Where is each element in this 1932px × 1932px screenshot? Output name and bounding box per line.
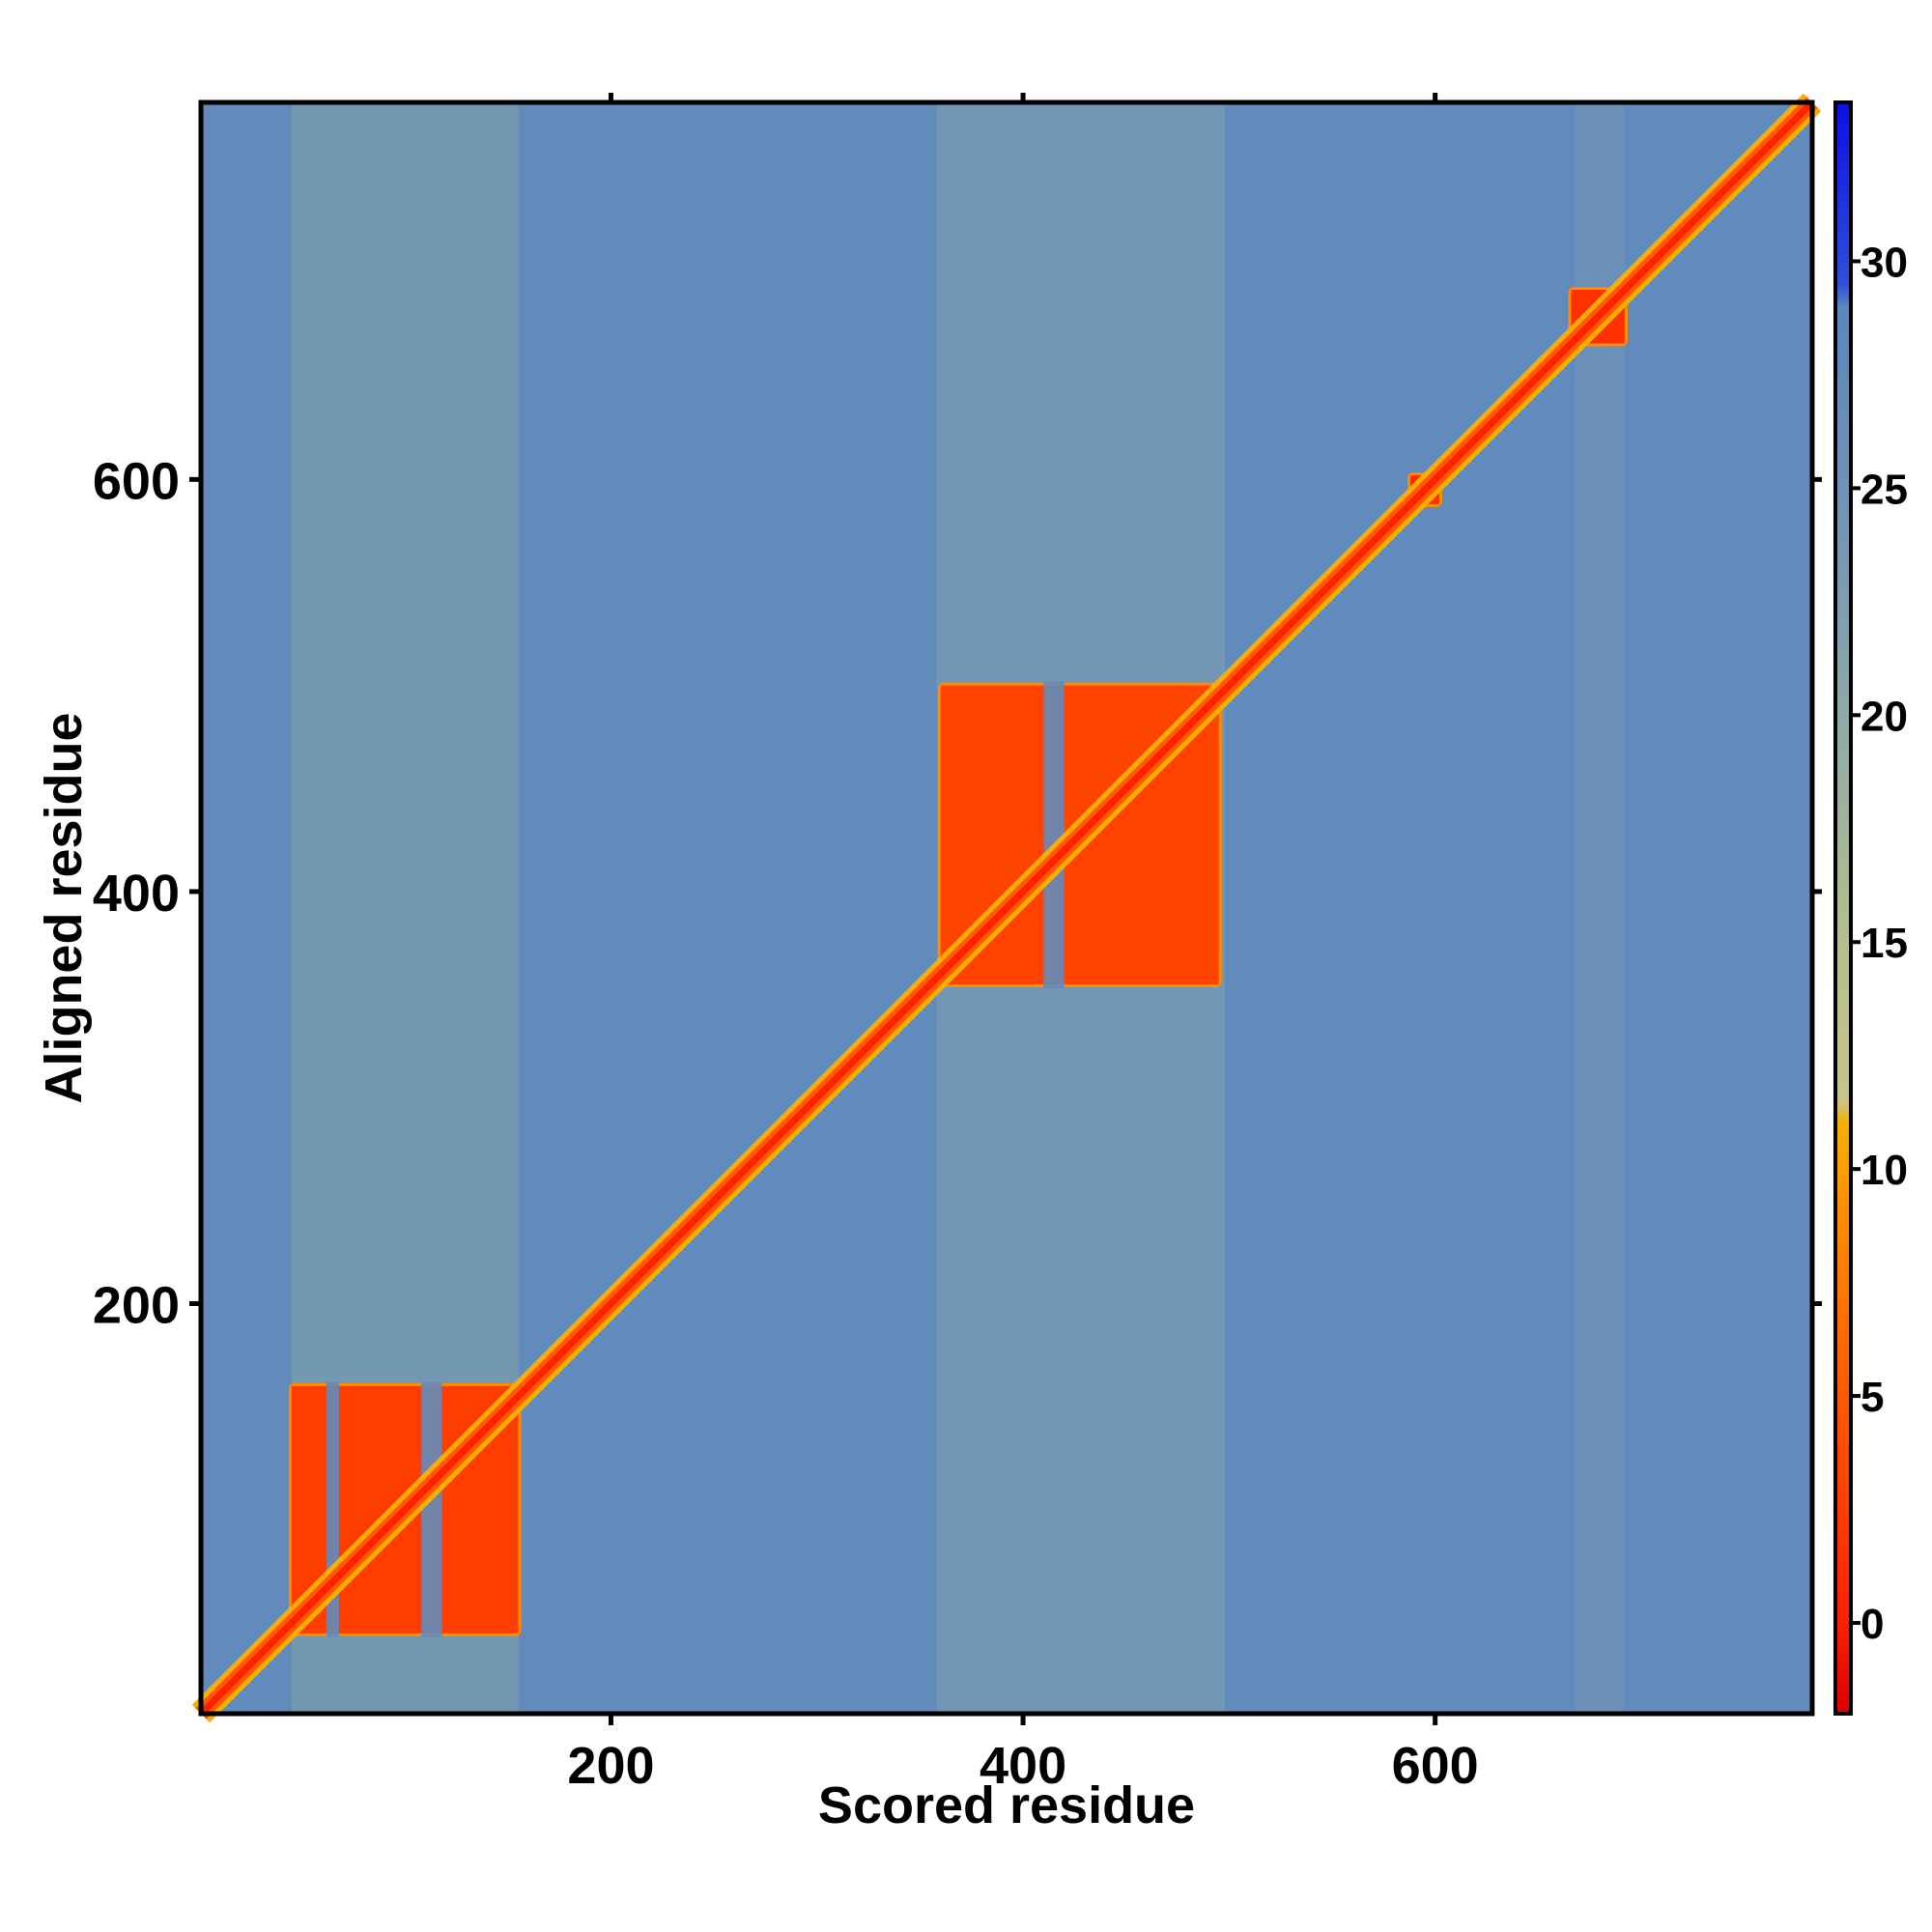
y-axis-title: Aligned residue — [35, 712, 93, 1103]
colorbar-fill — [1835, 102, 1851, 1714]
x-axis-title: Scored residue — [818, 1776, 1195, 1834]
colorbar-frame — [1833, 100, 1853, 1716]
colorbar-tick-label-20: 20 — [1861, 693, 1908, 740]
x-tick-label-200: 200 — [567, 1737, 654, 1795]
heatmap-stripe-3 — [1575, 102, 1625, 1714]
x-tick-label-600: 600 — [1392, 1737, 1479, 1795]
colorbar-tick-label-15: 15 — [1861, 920, 1908, 967]
colorbar-tick-label-10: 10 — [1861, 1147, 1908, 1194]
domain-gap-1 — [1043, 681, 1065, 988]
colorbar-tick-label-30: 30 — [1861, 239, 1908, 286]
colorbar: 0 5 10 15 20 25 30 — [1833, 100, 1908, 1716]
diagonal-line — [198, 99, 1815, 1717]
colorbar-ticks: 0 5 10 15 20 25 30 — [1851, 239, 1908, 1648]
colorbar-tick-label-5: 5 — [1861, 1374, 1884, 1421]
domain-gap-2 — [421, 1381, 442, 1637]
plot-frame — [198, 99, 1815, 1717]
y-tick-label-400: 400 — [93, 865, 180, 923]
colorbar-tick-label-0: 0 — [1861, 1601, 1884, 1648]
colorbar-tick-label-25: 25 — [1861, 466, 1908, 513]
y-axis: 200 400 600 — [93, 452, 1822, 1335]
y-tick-label-200: 200 — [93, 1277, 180, 1335]
x-axis: 200 400 600 — [567, 93, 1479, 1795]
heatmap-plot-area — [191, 93, 1822, 1723]
y-tick-label-600: 600 — [93, 452, 180, 510]
x-tick-label-400: 400 — [980, 1737, 1066, 1795]
